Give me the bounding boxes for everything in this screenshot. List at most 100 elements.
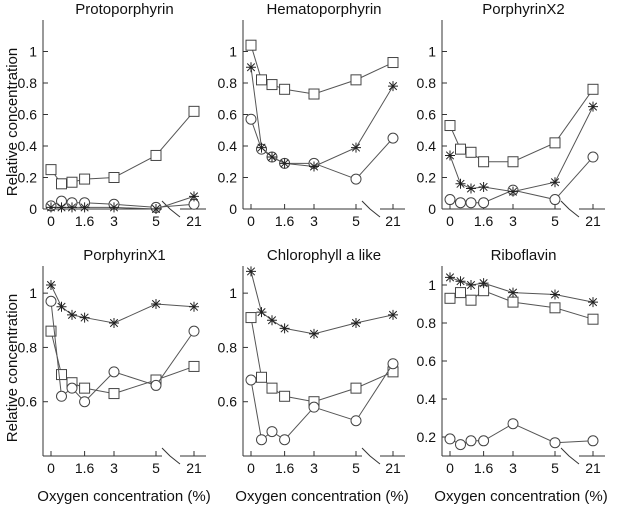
x-tick-label: 1.6: [275, 213, 295, 229]
point-asterisk: [351, 142, 361, 153]
point-square: [108, 388, 120, 400]
y-tick-label: 0: [229, 201, 237, 217]
point-circle: [478, 435, 490, 447]
point-circle: [455, 439, 466, 451]
point-circle: [45, 295, 57, 307]
point-square: [45, 164, 57, 176]
y-tick-label: 0.2: [417, 170, 437, 186]
y-tick-label: 0.6: [18, 394, 38, 410]
point-asterisk: [151, 299, 161, 309]
y-tick-label: 1: [229, 285, 237, 301]
y-axis-label-bottom: Relative concentration: [4, 294, 21, 442]
point-asterisk: [56, 301, 67, 312]
point-circle: [465, 435, 477, 447]
x-axis-label-left: Oxygen concentration (%): [37, 488, 210, 505]
point-asterisk: [46, 202, 56, 213]
panel-5: Chlorophyll a like 0.6 0.8 1 0 1.6 3 5 21: [218, 247, 405, 476]
y-tick-label: 0.8: [18, 339, 38, 355]
y-tick-label: 0.6: [417, 353, 437, 369]
point-asterisk: [588, 297, 598, 308]
x-tick-label: 5: [352, 460, 360, 476]
y-tick-label: 0: [29, 201, 37, 217]
x-tick-label: 1.6: [75, 213, 95, 229]
point-circle: [455, 197, 466, 209]
point-asterisk: [256, 307, 267, 318]
x-tick-label: 21: [186, 213, 202, 229]
point-square: [266, 382, 278, 394]
y-tick-label: 0.4: [417, 138, 437, 154]
point-square: [66, 176, 78, 188]
point-asterisk: [151, 204, 161, 214]
point-square: [455, 143, 466, 155]
point-asterisk: [588, 101, 598, 112]
x-tick-label: 0: [247, 460, 255, 476]
point-square: [188, 360, 200, 372]
axis-break-mark: [161, 447, 181, 465]
y-tick-label: 1: [229, 44, 237, 60]
point-asterisk: [267, 315, 277, 326]
point-asterisk: [46, 280, 56, 290]
y-tick-label: 0.2: [417, 429, 437, 445]
panel-title: Protoporphyrin: [75, 1, 173, 18]
x-tick-label: 1.6: [474, 460, 494, 476]
point-circle: [245, 374, 257, 386]
point-square: [350, 74, 362, 86]
point-circle: [549, 194, 561, 206]
axis-break-mark: [361, 200, 381, 218]
y-tick-label: 0.8: [18, 75, 38, 91]
point-square: [256, 371, 267, 383]
y-tick-label: 1: [29, 44, 37, 60]
x-tick-label: 0: [446, 213, 454, 229]
y-tick-label: 0.8: [218, 75, 238, 91]
point-asterisk: [455, 276, 466, 287]
y-axis-label-top: Relative concentration: [4, 48, 21, 196]
point-asterisk: [309, 161, 319, 172]
y-tick-label: 0.2: [218, 170, 238, 186]
point-asterisk: [550, 289, 560, 300]
point-square: [150, 149, 162, 161]
x-tick-label: 3: [310, 213, 318, 229]
point-square: [387, 57, 399, 69]
point-asterisk: [56, 202, 67, 213]
point-asterisk: [351, 318, 361, 328]
axis-break-mark: [361, 447, 381, 465]
x-tick-label: 1.6: [75, 460, 95, 476]
panel-title: PorphyrinX1: [83, 247, 166, 264]
point-asterisk: [109, 318, 119, 328]
point-circle: [279, 434, 291, 446]
point-square: [465, 294, 477, 306]
y-tick-label: 0.4: [417, 391, 437, 407]
panel-3: PorphyrinX2 0 0.2 0.4 0.6 0.8 1 0 1.6 3 5 21: [417, 1, 605, 229]
x-tick-label: 21: [186, 460, 202, 476]
point-asterisk: [67, 309, 77, 320]
point-square: [279, 390, 291, 402]
y-tick-label: 0.6: [218, 107, 238, 123]
y-tick-label: 1: [29, 285, 37, 301]
y-tick-label: 0.2: [18, 170, 38, 186]
x-tick-label: 3: [310, 460, 318, 476]
panel-title: PorphyrinX2: [482, 1, 565, 18]
y-tick-label: 0.6: [218, 394, 238, 410]
x-tick-label: 5: [152, 213, 160, 229]
x-tick-label: 3: [509, 460, 517, 476]
point-circle: [507, 418, 519, 430]
series-line-square: [50, 111, 195, 185]
y-tick-label: 0.6: [417, 107, 437, 123]
point-square: [45, 325, 57, 337]
x-tick-label: 5: [352, 213, 360, 229]
point-asterisk: [550, 177, 560, 188]
x-tick-label: 0: [47, 460, 55, 476]
point-asterisk: [189, 301, 199, 312]
point-asterisk: [478, 181, 489, 192]
point-square: [478, 156, 490, 168]
axis-break-mark: [560, 447, 580, 465]
y-tick-label: 0: [428, 201, 436, 217]
point-circle: [108, 366, 120, 378]
point-circle: [587, 151, 599, 163]
point-square: [108, 172, 120, 183]
y-tick-label: 0.6: [18, 107, 38, 123]
panel-title: Riboflavin: [491, 247, 557, 264]
point-circle: [308, 401, 320, 413]
point-asterisk: [388, 309, 398, 320]
